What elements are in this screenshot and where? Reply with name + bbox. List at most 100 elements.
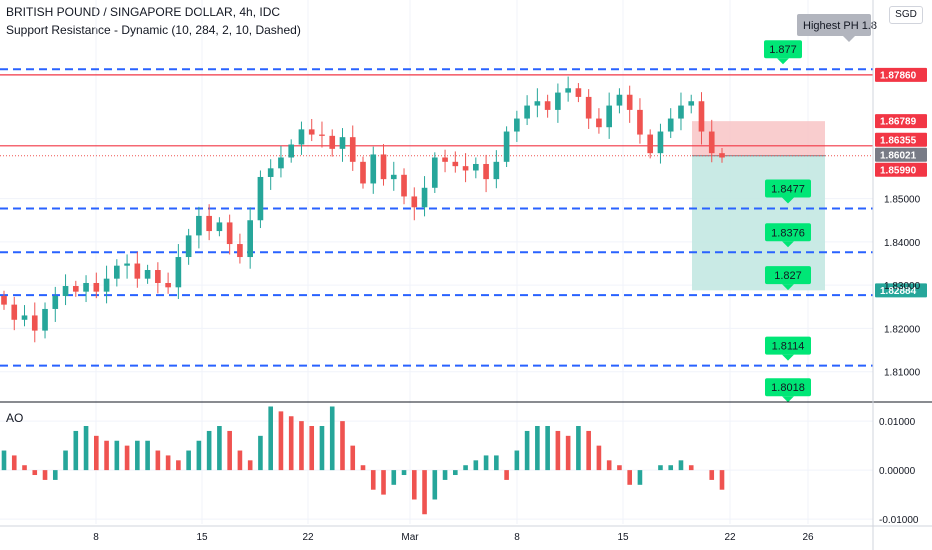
candle-body (349, 137, 356, 162)
candle-body (688, 101, 695, 106)
candle-body (185, 235, 192, 258)
candle-body (144, 270, 151, 279)
level-label-text: 1.877 (769, 44, 797, 56)
price-tag-text: 1.86789 (880, 117, 917, 128)
level-label (765, 378, 811, 397)
candle-body (514, 118, 520, 132)
price-tag-text: 1.86355 (880, 135, 917, 146)
candle-body (237, 244, 243, 258)
level-label-pointer (782, 241, 794, 248)
ao-tick-label: 0.01000 (879, 417, 916, 428)
candle-body (114, 265, 120, 279)
level-label (765, 223, 811, 242)
price-tag-text: 1.87860 (880, 70, 917, 81)
candle-body (565, 88, 571, 93)
x-tick-label: 8 (514, 532, 520, 543)
candle-body (401, 174, 407, 197)
candle-body (616, 94, 623, 106)
candle-body (596, 118, 602, 128)
x-tick-label: 22 (302, 532, 314, 543)
candle-body (257, 176, 264, 221)
y-tick-label: 1.84000 (884, 238, 921, 249)
candle-body (155, 270, 161, 283)
price-tag (875, 132, 927, 147)
support-resistance-lines (0, 68, 873, 367)
candle-body (647, 134, 654, 154)
candle-body (52, 295, 59, 309)
level-label (765, 336, 811, 355)
candle-body (42, 308, 48, 331)
level-label-pointer (782, 197, 794, 204)
level-label-pointer (782, 396, 794, 403)
highest-ph-text: Highest PH 1.8 (803, 20, 877, 32)
level-label-text: 1.8477 (771, 184, 805, 196)
candle-body (462, 166, 469, 171)
price-tag-text: 1.85990 (880, 165, 917, 176)
candle-body (11, 304, 18, 320)
candle-body (360, 161, 366, 184)
candle-body (370, 154, 377, 184)
y-tick-label: 1.82000 (884, 324, 921, 335)
candle-body (483, 163, 489, 180)
level-label-pointer (782, 354, 794, 361)
candlestick-series (1, 76, 725, 343)
candle-body (555, 92, 561, 110)
highest-ph-pointer (843, 36, 855, 42)
candle-body (329, 135, 336, 149)
chart-title: BRITISH POUND / SINGAPORE DOLLAR, 4h, ID… (6, 5, 281, 19)
candle-body (72, 286, 79, 292)
ao-histogram (1, 406, 725, 515)
candle-body (719, 153, 725, 158)
candle-body (411, 196, 418, 208)
price-tag-text: 1.82884 (880, 286, 917, 297)
candle-body (524, 105, 530, 119)
candle-body (62, 286, 69, 296)
candle-body (165, 282, 171, 288)
candle-body (31, 315, 38, 331)
candle-body (134, 263, 141, 279)
highest-ph-label (797, 14, 871, 36)
candle-body (421, 187, 428, 208)
candle-body (175, 257, 182, 288)
x-tick-label: 8 (93, 532, 99, 543)
candle-body (452, 161, 459, 167)
candle-body (93, 282, 100, 292)
x-tick-label: 15 (617, 532, 629, 543)
candle-body (678, 105, 684, 119)
candle-body (390, 174, 397, 180)
ao-tick-label: -0.01000 (879, 515, 919, 526)
y-tick-label: 1.83000 (884, 281, 921, 292)
candle-body (83, 282, 89, 292)
candle-body (196, 215, 202, 236)
level-label-text: 1.827 (774, 270, 802, 282)
candle-body (575, 88, 582, 97)
level-label-text: 1.8018 (771, 382, 805, 394)
price-tag-text: 1.86021 (880, 150, 917, 161)
candle-body (606, 105, 612, 128)
candle-body (339, 137, 346, 149)
currency-button[interactable]: SGD (889, 6, 923, 24)
x-tick-label: 22 (724, 532, 736, 543)
candle-body (544, 101, 551, 110)
price-axis-tags: 1.87860 1.86789 1.86355 1.86021 1.85990 1.828… (875, 67, 927, 298)
level-label-pointer (777, 58, 789, 65)
x-tick-label: 15 (196, 532, 208, 543)
level-label (764, 40, 802, 59)
candle-body (503, 131, 510, 162)
candle-body (247, 220, 253, 258)
candle-body (21, 315, 28, 320)
candle-body (626, 94, 633, 110)
candle-body (534, 101, 541, 106)
y-tick-label: 1.85000 (884, 195, 921, 206)
candle-body (442, 157, 448, 162)
candle-body (657, 131, 664, 154)
price-tag (875, 283, 927, 298)
level-label-pointer (782, 284, 794, 291)
indicator-label[interactable]: Support Resistance - Dynamic (10, 284, 2… (6, 23, 301, 37)
candle-body (431, 157, 438, 188)
price-tag (875, 147, 927, 162)
level-label (765, 266, 811, 285)
level-labels: 1.877 1.8477 1.8376 1.827 1.8114 1.8018 Highes… (764, 14, 877, 403)
y-tick-label: 1.81000 (884, 368, 921, 379)
